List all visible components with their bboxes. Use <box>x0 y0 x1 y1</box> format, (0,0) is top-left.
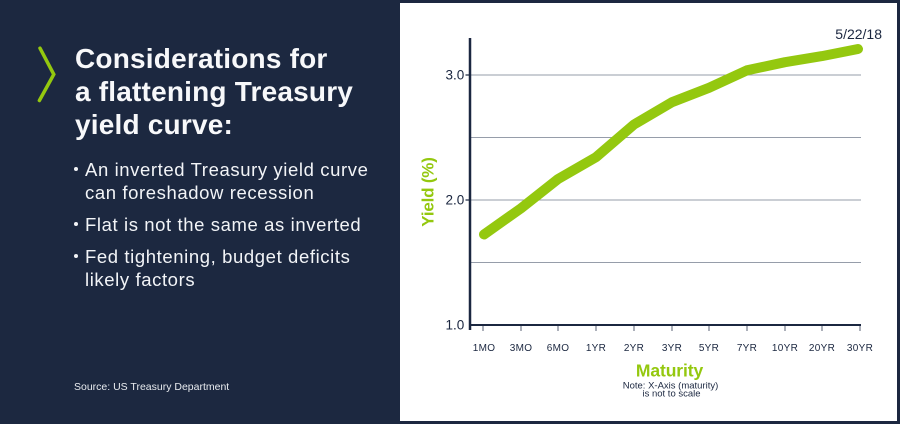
svg-text:20YR: 20YR <box>809 343 835 354</box>
svg-text:10YR: 10YR <box>772 343 798 354</box>
svg-text:1YR: 1YR <box>586 343 606 354</box>
svg-text:3YR: 3YR <box>662 343 682 354</box>
svg-text:Maturity: Maturity <box>636 361 704 381</box>
svg-text:6MO: 6MO <box>547 343 570 354</box>
svg-text:Note: X-Axis (maturity): Note: X-Axis (maturity) <box>623 381 719 392</box>
svg-text:3.0: 3.0 <box>446 68 465 83</box>
svg-text:5/22/18: 5/22/18 <box>835 26 882 42</box>
svg-text:is not to scale: is not to scale <box>642 389 700 400</box>
svg-text:1.0: 1.0 <box>446 318 465 333</box>
svg-text:7YR: 7YR <box>737 343 757 354</box>
svg-text:2.0: 2.0 <box>446 193 465 208</box>
svg-text:5YR: 5YR <box>699 343 719 354</box>
svg-text:30YR: 30YR <box>847 343 873 354</box>
svg-text:Yield (%): Yield (%) <box>418 157 437 226</box>
svg-text:3MO: 3MO <box>510 343 533 354</box>
svg-text:2YR: 2YR <box>624 343 644 354</box>
svg-text:1MO: 1MO <box>473 343 496 354</box>
